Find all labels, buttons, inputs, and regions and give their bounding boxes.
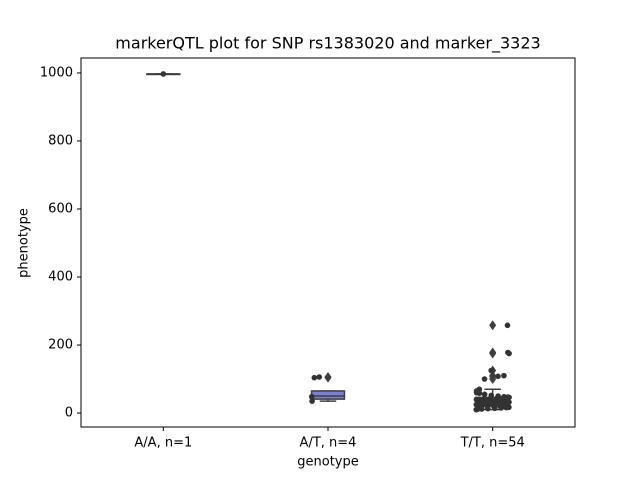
x-axis-label: genotype	[297, 455, 358, 470]
strip-point	[491, 405, 498, 412]
strip-point	[309, 398, 315, 404]
x-tick-label: T/T, n=54	[460, 436, 525, 451]
strip-point	[160, 71, 167, 77]
plot-frame	[80, 57, 576, 428]
chart-title: markerQTL plot for SNP rs1383020 and mar…	[115, 34, 540, 54]
box	[310, 390, 346, 400]
strip-point	[311, 374, 318, 381]
y-tick-label: 0	[65, 406, 73, 421]
strip-point	[476, 390, 483, 397]
y-tick-label: 800	[48, 133, 73, 148]
flier	[324, 372, 332, 383]
y-tick-label: 400	[48, 270, 73, 285]
strip-point	[481, 391, 488, 398]
flier	[489, 348, 497, 359]
strip-point	[481, 376, 488, 382]
strip-point	[308, 393, 315, 400]
strip-point	[505, 349, 511, 356]
y-axis-label: phenotype	[17, 208, 32, 278]
strip-point	[485, 405, 491, 412]
strip-point	[479, 406, 485, 412]
y-tick-label: 200	[48, 338, 73, 353]
y-tick-label: 1000	[40, 65, 73, 80]
strip-point	[503, 404, 510, 411]
flier	[489, 374, 497, 385]
strip-point	[504, 322, 511, 329]
strip-point	[495, 373, 501, 380]
strip-point	[498, 405, 505, 411]
strip-point	[316, 374, 323, 380]
flier	[489, 320, 497, 331]
y-tick-label: 600	[48, 202, 73, 217]
strip-point	[488, 367, 494, 374]
strip-point	[473, 406, 480, 413]
strip-point	[501, 372, 507, 379]
x-tick-label: A/T, n=4	[300, 436, 357, 451]
x-tick-label: A/A, n=1	[134, 436, 192, 451]
